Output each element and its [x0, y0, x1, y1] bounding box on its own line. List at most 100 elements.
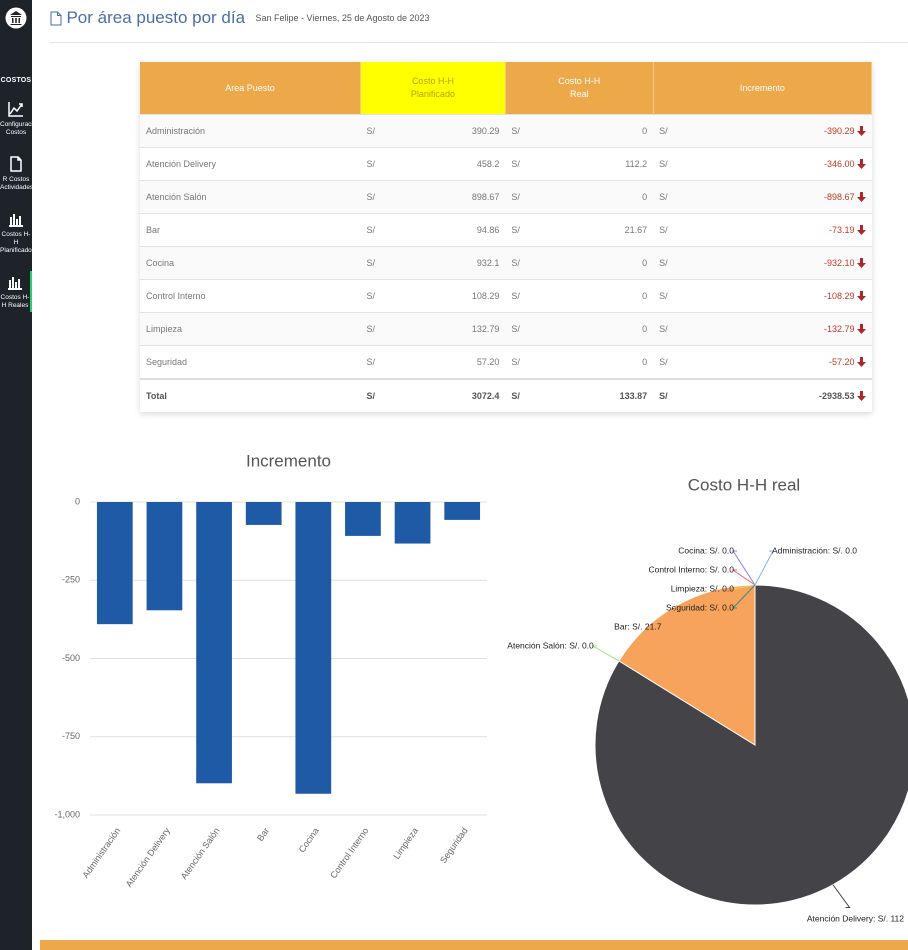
- currency-cell: S/: [360, 378, 387, 412]
- currency-cell: S/: [505, 213, 532, 247]
- currency-cell: S/: [653, 312, 680, 346]
- currency-cell: S/: [360, 279, 387, 313]
- y-tick-label: -750: [62, 731, 80, 741]
- currency-cell: S/: [505, 345, 532, 379]
- sidebar-menu: Configuración Costos R Costos Actividades…: [0, 98, 40, 312]
- currency-cell: S/: [360, 312, 387, 346]
- x-tick-label: Control Interno: [328, 826, 370, 881]
- table-row: Limpieza S/132.79 S/0 S/-132.79: [140, 312, 872, 346]
- sidebar-section: COSTOS: [0, 77, 32, 84]
- sidebar-item-label: Costos H-H Planificados: [0, 231, 36, 254]
- currency-cell: S/: [653, 180, 680, 214]
- amount-cell: 3072.4: [386, 378, 506, 412]
- area-cell: Seguridad: [140, 345, 361, 379]
- table-row: Atención Salón S/898.67 S/0 S/-898.67: [140, 180, 872, 214]
- amount-cell: 0: [531, 312, 654, 346]
- sidebar-item[interactable]: Costos H-H Reales: [0, 271, 32, 312]
- cell-value: -73.19: [828, 224, 855, 235]
- down-arrow-icon: [856, 192, 866, 203]
- cell-value: -346.00: [823, 158, 855, 169]
- cell-value: 0: [642, 126, 648, 136]
- menu-icon: [8, 277, 22, 290]
- amount-cell: 57.20: [386, 345, 506, 379]
- cell-value: -108.29: [823, 290, 855, 301]
- column-header: Incremento: [653, 62, 873, 115]
- area-cell: Limpieza: [140, 312, 361, 346]
- bar: [394, 502, 431, 544]
- down-arrow-icon: [856, 357, 866, 368]
- increment-cell: -57.20: [679, 345, 872, 379]
- increment-cell: -132.79: [679, 312, 872, 346]
- column-header: Costo H-H Real: [505, 62, 654, 115]
- document-icon: [50, 11, 62, 25]
- label-connector: [732, 550, 756, 586]
- currency-cell: S/: [653, 279, 680, 313]
- amount-cell: 0: [531, 246, 654, 280]
- x-tick-label: Atención Salón: [179, 826, 222, 881]
- column-header-text: Incremento: [739, 82, 785, 93]
- increment-cell: -932.10: [679, 246, 872, 280]
- amount-cell: 94.86: [386, 213, 506, 247]
- table-row: Bar S/94.86 S/21.67 S/-73.19: [140, 213, 872, 247]
- down-arrow-icon: [856, 324, 866, 335]
- currency-cell: S/: [360, 180, 387, 214]
- menu-icon: [8, 102, 23, 117]
- label-connector: [659, 604, 678, 628]
- cell-value: 21.67: [624, 225, 648, 235]
- charts: Incremento0-250-500-750-1,000Administrac…: [54, 451, 908, 924]
- cell-value: -2938.53: [818, 390, 855, 401]
- increment-cell: -898.67: [679, 180, 872, 214]
- amount-cell: 133.87: [531, 378, 654, 412]
- bar: [444, 502, 481, 520]
- down-arrow-icon: [856, 291, 866, 302]
- area-cell: Atención Salón: [140, 180, 361, 214]
- sidebar-item[interactable]: Costos H-H Planificados: [0, 208, 36, 257]
- currency-cell: S/: [505, 180, 532, 214]
- page-header: Por área puesto por día San Felipe - Vie…: [50, 8, 908, 43]
- down-arrow-icon: [856, 126, 866, 137]
- page-subtitle: San Felipe - Viernes, 25 de Agosto de 20…: [255, 13, 430, 23]
- amount-cell: 0: [531, 114, 654, 148]
- amount-cell: 390.29: [386, 114, 506, 148]
- area-cell: Cocina: [140, 246, 361, 280]
- x-tick-label: Seguridad: [438, 826, 470, 865]
- bar: [245, 502, 282, 525]
- label-connector: [731, 584, 756, 609]
- footer-bar: [40, 940, 908, 950]
- bar: [295, 502, 332, 794]
- amount-cell: 0: [531, 180, 654, 214]
- increment-cell: -2938.53: [679, 378, 872, 412]
- table-total-row: Total S/3072.4 S/133.87 S/-2938.53: [140, 378, 872, 412]
- data-label: Atención Delivery: S/. 112: [807, 914, 904, 924]
- cell-value: 390.29: [471, 126, 500, 136]
- currency-cell: S/: [360, 147, 387, 181]
- table-row: Control Interno S/108.29 S/0 S/-108.29: [140, 279, 872, 313]
- down-arrow-icon: [856, 391, 866, 402]
- y-tick-label: -500: [62, 653, 80, 663]
- currency-cell: S/: [360, 213, 387, 247]
- cell-value: 57.20: [476, 357, 500, 367]
- sidebar-item[interactable]: Configuración Costos: [0, 98, 40, 139]
- sidebar: COSTOS Configuración Costos R Costos Acti…: [0, 0, 40, 950]
- table-header: Area Puesto Costo H-H Planificado Costo H-H…: [140, 62, 873, 115]
- sidebar-item-label: Costos H-H Reales: [0, 294, 30, 309]
- column-header: Costo H-H Planificado: [360, 62, 506, 115]
- bar: [196, 502, 232, 784]
- area-cell: Control Interno: [140, 279, 361, 313]
- cell-value: 0: [642, 192, 648, 202]
- currency-cell: S/: [653, 345, 680, 379]
- increment-cell: -73.19: [679, 213, 872, 247]
- data-label: Limpieza: S/. 0.0: [671, 583, 735, 593]
- cell-value: 3072.4: [471, 391, 500, 401]
- currency-cell: S/: [653, 378, 680, 412]
- currency-cell: S/: [505, 312, 532, 346]
- currency-cell: S/: [653, 246, 680, 280]
- logo[interactable]: [5, 6, 27, 30]
- currency-cell: S/: [505, 279, 532, 313]
- table-row: Atención Delivery S/458.2 S/112.2 S/-346.00: [140, 147, 872, 181]
- x-tick-label: Cocina: [297, 826, 321, 855]
- table-row: Seguridad S/57.20 S/0 S/-57.20: [140, 345, 872, 379]
- increment-cell: -346.00: [679, 147, 872, 181]
- sidebar-item[interactable]: R Costos Actividades: [0, 153, 33, 194]
- cell-value: -57.20: [828, 356, 855, 367]
